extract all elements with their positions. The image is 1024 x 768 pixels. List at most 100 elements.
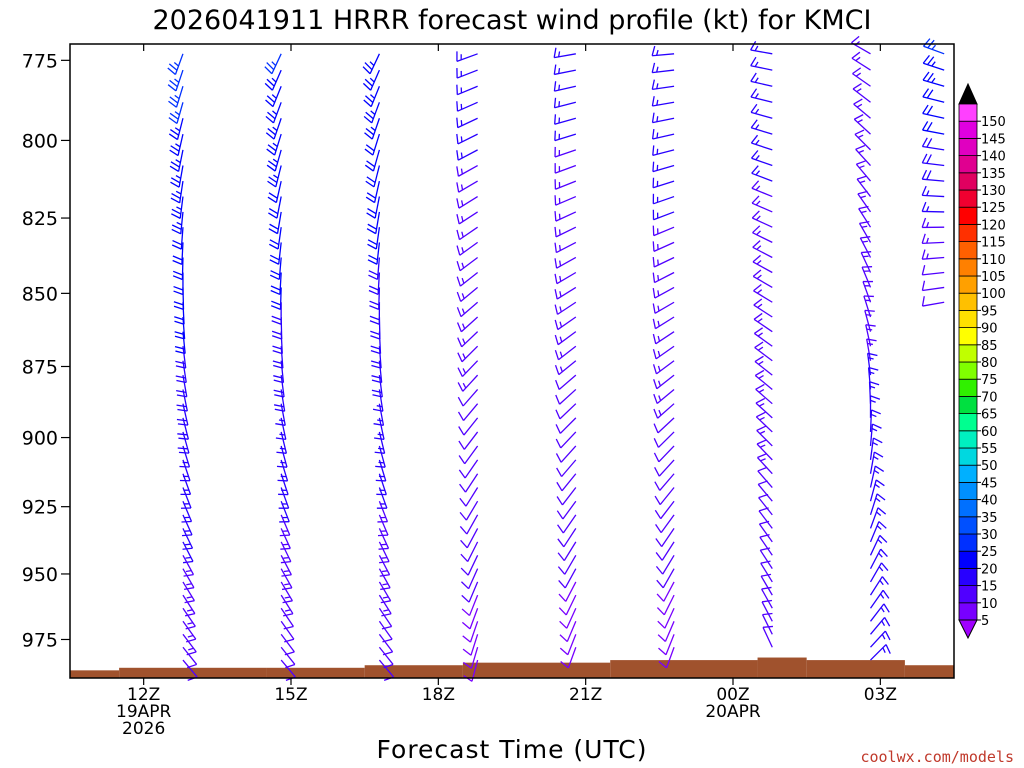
wind-barb [652,360,675,375]
wind-barb [276,431,288,454]
wind-barb [554,114,577,125]
wind-barb [757,480,773,502]
wind-barb [554,146,577,158]
colorbar-label: 25 [981,545,998,560]
y-tick-label: 850 [22,283,58,305]
wind-barb [651,129,675,140]
wind-barb [555,417,577,434]
surface-segment [806,660,905,678]
wind-barb [757,466,773,488]
colorbar-swatch [958,344,978,363]
credit-text: coolwx.com/models [860,748,1014,766]
wind-barb [754,341,773,362]
surface-segment [119,667,267,678]
wind-barb [456,84,478,96]
wind-barb [280,568,293,591]
wind-barb [753,284,773,303]
wind-barb [457,345,479,363]
wind-barb [752,240,773,259]
wind-barb [657,621,675,643]
wind-barb [267,180,282,204]
wind-barb [265,85,282,108]
wind-barb [656,581,675,602]
x-tick-label: 03Z [864,685,897,705]
wind-barb [556,459,577,478]
colorbar-label: 55 [981,442,998,457]
wind-barb [458,459,479,479]
colorbar-swatch [958,516,978,535]
wind-barb [555,445,577,463]
surface-segment [462,662,611,678]
colorbar-swatch [958,464,978,483]
wind-barb [457,403,479,421]
wind-barb [171,196,184,219]
chart-title: 2026041911 HRRR forecast wind profile (k… [153,5,872,36]
wind-barb [651,96,675,107]
wind-barb [554,316,577,331]
colorbar-swatch [958,275,978,294]
wind-barb [651,112,675,124]
wind-barb [170,165,184,188]
y-tick-label: 900 [22,428,58,450]
wind-barb [751,180,773,198]
wind-barb [921,265,945,276]
x-tick-label: 00Z [716,685,749,705]
wind-barb [460,555,479,576]
colorbar-label: 50 [981,459,998,474]
wind-barb [557,541,577,562]
wind-barb [870,644,891,661]
wind-barb [856,175,872,197]
wind-barb [656,568,675,589]
wind-barb [751,195,773,213]
y-tick-label: 825 [22,208,58,230]
wind-barb [268,196,282,219]
wind-barb [458,417,479,436]
wind-barb [270,272,282,296]
wind-barb [658,647,675,669]
wind-barb [921,169,945,182]
wind-barb [554,130,577,142]
wind-barb [176,403,189,426]
colorbar-label: 70 [981,390,998,405]
wind-barb [760,560,773,583]
wind-barb [169,133,184,157]
wind-barb [921,280,945,292]
y-tick-label: 925 [22,497,58,519]
wind-barb [461,608,479,630]
wind-barb [652,209,675,221]
wind-barb [365,165,381,188]
wind-barb [652,193,675,205]
wind-barb [374,431,386,454]
wind-barb [922,54,945,71]
wind-barb [921,249,945,260]
wind-barb [651,62,675,74]
x-tick-label: 21Z [569,685,602,705]
wind-barb [378,581,392,604]
wind-barb [457,374,479,392]
colorbar-swatch [958,499,978,518]
wind-barb [554,256,577,269]
wind-barb [652,271,675,284]
wind-barb [553,97,577,109]
barb-column-17Z [362,53,395,681]
wind-barb [456,256,479,272]
wind-barb [182,554,195,577]
wind-barb [861,266,873,288]
wind-barb [855,160,872,182]
wind-barb [869,409,881,432]
wind-barb [556,473,577,492]
wind-barb [851,51,871,71]
wind-barb [921,217,945,229]
barb-column-23Z [651,45,675,669]
wind-barb [750,72,773,87]
colorbar-swatch [958,568,978,587]
surface-segment [70,670,120,678]
wind-barb [280,594,294,617]
colorbar-swatch [958,395,978,414]
wind-barb [751,165,773,182]
colorbar-label: 10 [981,597,998,612]
wind-barb [921,137,945,151]
wind-barb [168,102,184,124]
wind-barb [759,534,773,556]
